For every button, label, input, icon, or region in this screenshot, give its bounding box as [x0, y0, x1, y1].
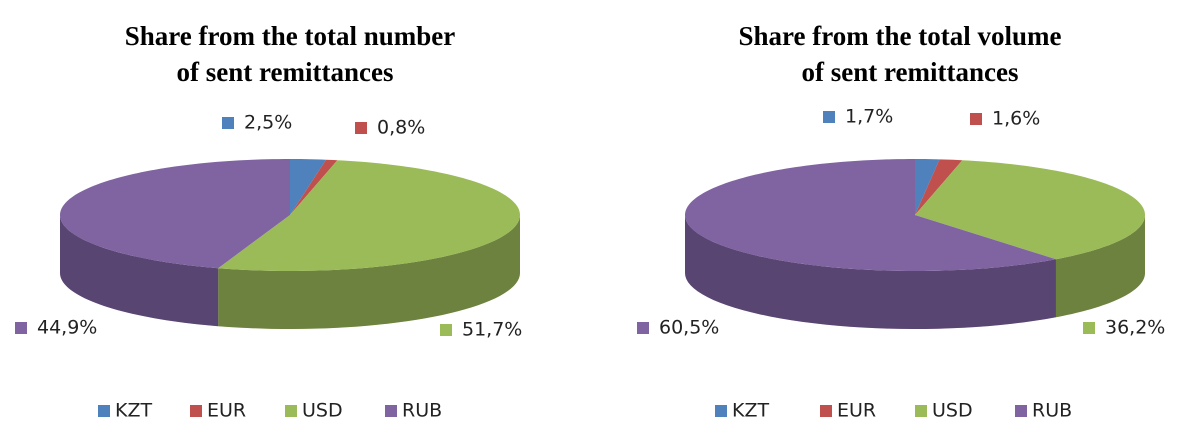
- legend-swatch: [1015, 405, 1027, 417]
- slice-side: [60, 215, 219, 327]
- slice: [290, 159, 327, 215]
- slice-side: [685, 215, 1056, 329]
- chart-title: of sent remittances: [177, 57, 394, 87]
- legend-label: USD: [932, 400, 973, 422]
- data-label: 44,9%: [37, 317, 97, 339]
- label-swatch: [1083, 322, 1095, 334]
- slice: [915, 160, 1145, 260]
- slice-side-shade: [1055, 215, 1145, 318]
- legend-swatch: [715, 405, 727, 417]
- slice-side: [1055, 215, 1145, 318]
- legend-label: KZT: [732, 400, 769, 422]
- data-label: 1,7%: [845, 106, 893, 128]
- legend-label: EUR: [837, 400, 876, 422]
- legend-swatch: [820, 405, 832, 417]
- label-swatch: [970, 113, 982, 125]
- legend-swatch: [98, 405, 110, 417]
- data-label: 2,5%: [244, 112, 292, 134]
- slice-side: [218, 215, 520, 329]
- chart-title: Share from the total volume: [739, 21, 1062, 51]
- legend-swatch: [915, 405, 927, 417]
- legend-swatch: [190, 405, 202, 417]
- legend-swatch: [385, 405, 397, 417]
- legend-swatch: [285, 405, 297, 417]
- legend-label: RUB: [402, 400, 442, 422]
- legend-label: USD: [302, 400, 343, 422]
- label-swatch: [355, 122, 367, 134]
- data-label: 36,2%: [1105, 317, 1165, 339]
- slice: [915, 159, 940, 215]
- legend-label: EUR: [207, 400, 246, 422]
- label-swatch: [15, 322, 27, 334]
- slice-side-shade: [218, 215, 520, 329]
- slice: [218, 160, 520, 271]
- label-swatch: [222, 117, 234, 129]
- data-label: 51,7%: [462, 319, 522, 341]
- data-label: 1,6%: [992, 108, 1040, 130]
- chart-title: Share from the total number: [125, 21, 455, 51]
- slice: [290, 159, 338, 215]
- data-label: 60,5%: [659, 317, 719, 339]
- data-label: 0,8%: [377, 117, 425, 139]
- slice-side-shade: [685, 215, 1056, 329]
- label-swatch: [440, 324, 452, 336]
- slice: [915, 159, 963, 215]
- slice: [60, 159, 290, 269]
- chart-title: of sent remittances: [802, 57, 1019, 87]
- slice: [685, 159, 1056, 271]
- legend-label: KZT: [115, 400, 152, 422]
- label-swatch: [823, 111, 835, 123]
- label-swatch: [637, 322, 649, 334]
- slice-side-shade: [60, 215, 219, 327]
- legend-label: RUB: [1032, 400, 1072, 422]
